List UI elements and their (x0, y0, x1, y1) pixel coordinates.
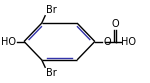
Text: O: O (103, 37, 111, 46)
Text: HO: HO (121, 37, 136, 46)
Text: Br: Br (46, 5, 57, 15)
Text: O: O (112, 19, 119, 29)
Text: HO: HO (1, 37, 16, 46)
Text: Br: Br (46, 68, 57, 78)
